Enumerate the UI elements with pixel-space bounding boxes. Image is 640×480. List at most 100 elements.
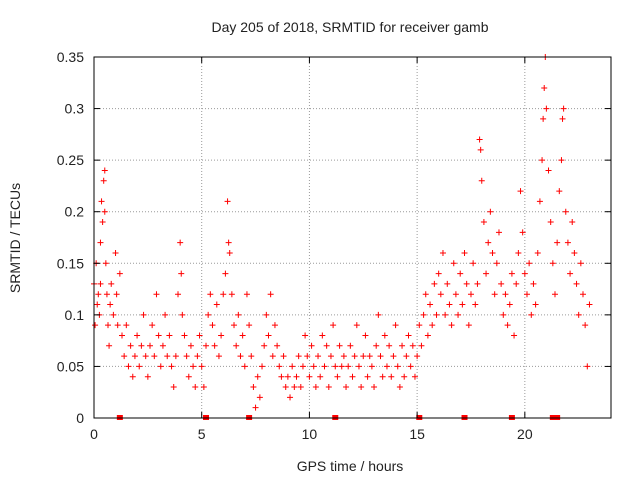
data-point	[183, 353, 190, 360]
y-tick-label: 0.2	[65, 204, 85, 220]
data-point	[403, 353, 410, 360]
data-point	[526, 260, 533, 267]
data-point	[390, 353, 397, 360]
y-tick-label: 0.3	[65, 101, 85, 117]
data-point	[541, 84, 548, 91]
data-point	[263, 311, 270, 318]
data-point	[461, 249, 468, 256]
data-point	[144, 373, 151, 380]
data-point	[196, 332, 203, 339]
data-point	[190, 363, 197, 370]
data-point	[151, 353, 158, 360]
data-point	[386, 342, 393, 349]
data-point	[233, 342, 240, 349]
data-point	[94, 301, 101, 308]
data-point	[334, 373, 341, 380]
data-point	[569, 219, 576, 226]
data-point	[134, 332, 141, 339]
data-point	[577, 260, 584, 267]
data-point	[493, 260, 500, 267]
data-point	[162, 311, 169, 318]
data-point	[558, 157, 565, 164]
data-point	[153, 291, 160, 298]
data-point	[394, 363, 401, 370]
data-point	[375, 311, 382, 318]
data-point	[155, 332, 162, 339]
data-point	[452, 291, 459, 298]
x-tick-label: 15	[409, 426, 425, 442]
data-point	[392, 322, 399, 329]
data-point	[125, 363, 132, 370]
data-point	[422, 291, 429, 298]
data-point	[513, 280, 520, 287]
data-point	[355, 363, 362, 370]
data-point	[345, 363, 352, 370]
data-point	[172, 353, 179, 360]
data-point	[485, 239, 492, 246]
data-point	[459, 301, 466, 308]
data-point	[545, 167, 552, 174]
data-point	[187, 342, 194, 349]
data-point	[103, 291, 110, 298]
data-point	[450, 260, 457, 267]
data-point	[455, 311, 462, 318]
data-point	[250, 384, 257, 391]
data-point	[106, 342, 113, 349]
data-point	[582, 322, 589, 329]
data-point	[502, 291, 509, 298]
data-point	[147, 342, 154, 349]
data-point	[302, 332, 309, 339]
data-point	[336, 342, 343, 349]
data-point	[282, 384, 289, 391]
data-point	[207, 291, 214, 298]
data-point	[383, 363, 390, 370]
data-point	[439, 249, 446, 256]
data-point	[108, 280, 115, 287]
data-point	[373, 342, 380, 349]
data-point	[489, 249, 496, 256]
data-point	[99, 219, 106, 226]
y-tick-label: 0.05	[57, 358, 84, 374]
data-point	[579, 291, 586, 298]
data-point	[138, 342, 145, 349]
data-point	[483, 270, 490, 277]
data-point	[269, 353, 276, 360]
data-point	[256, 394, 263, 401]
y-tick-label: 0.25	[57, 152, 84, 168]
data-point	[534, 249, 541, 256]
data-point	[431, 280, 438, 287]
data-point	[575, 311, 582, 318]
data-point	[112, 249, 119, 256]
data-point	[140, 311, 147, 318]
data-point	[293, 373, 300, 380]
grid-lines	[94, 57, 611, 418]
data-point	[433, 311, 440, 318]
data-point	[495, 229, 502, 236]
data-point	[327, 353, 334, 360]
data-point	[105, 322, 112, 329]
data-point	[92, 322, 99, 329]
data-point	[310, 363, 317, 370]
data-point	[205, 311, 212, 318]
data-point	[500, 311, 507, 318]
chart-title: Day 205 of 2018, SRMTID for receiver gam…	[211, 19, 488, 35]
data-point	[179, 311, 186, 318]
data-point	[467, 291, 474, 298]
data-point	[515, 249, 522, 256]
data-point	[254, 373, 261, 380]
data-point	[560, 105, 567, 112]
data-point	[157, 363, 164, 370]
data-point	[338, 363, 345, 370]
data-point	[476, 136, 483, 143]
data-point	[280, 353, 287, 360]
data-point	[166, 332, 173, 339]
plot-frame	[93, 56, 612, 419]
data-point	[549, 260, 556, 267]
data-point	[100, 177, 107, 184]
data-point	[414, 353, 421, 360]
data-point	[321, 363, 328, 370]
data-point	[317, 373, 324, 380]
y-tick-label: 0.35	[57, 49, 84, 65]
data-point	[416, 322, 423, 329]
